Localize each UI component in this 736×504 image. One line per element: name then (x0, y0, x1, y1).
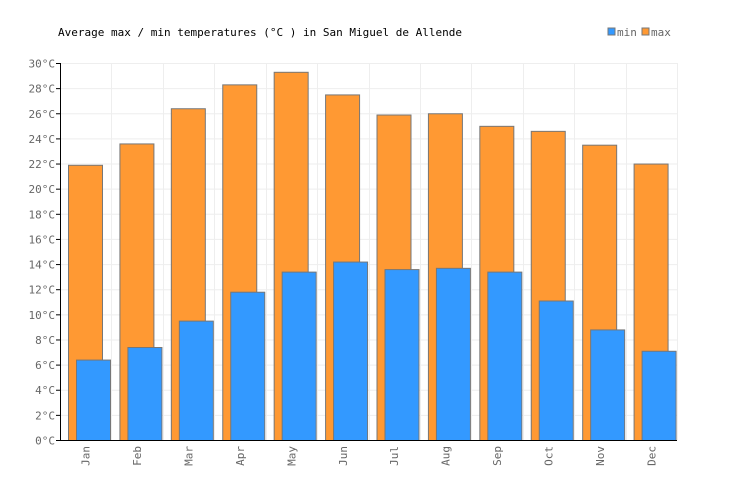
y-tick-label: 10°C (29, 309, 56, 322)
y-tick-label: 26°C (29, 108, 56, 121)
y-tick-label: 6°C (35, 359, 55, 372)
x-tick-label: Sep (491, 446, 504, 466)
legend-swatch-max (641, 27, 650, 36)
bar-min-may (281, 271, 317, 441)
chart-title: Average max / min temperatures (°C ) in … (58, 26, 462, 39)
y-tick-label: 16°C (29, 233, 56, 246)
y-tick-label: 22°C (29, 158, 56, 171)
x-tick-label: Dec (645, 446, 658, 466)
bar-min-feb (127, 347, 163, 441)
y-tick-label: 0°C (35, 435, 55, 448)
y-tick-label: 4°C (35, 384, 55, 397)
bar-min-mar (178, 320, 214, 441)
x-tick-label: Mar (183, 446, 196, 466)
bars (68, 71, 677, 442)
bar-min-jan (76, 359, 111, 441)
axes: 0°C 2°C 4°C 6°C 8°C 10°C 12°C 14°C 16°C 18°C 20°C 2… (29, 58, 677, 466)
x-tick-label: Jul (388, 446, 401, 466)
bar-min-sep (487, 271, 523, 441)
x-tick-label: Jun (337, 446, 350, 466)
grid (60, 63, 678, 441)
x-tick-label: Nov (594, 446, 607, 466)
legend-swatch-min (607, 27, 616, 36)
y-tick-label: 28°C (29, 83, 56, 96)
bar-min-oct (538, 300, 574, 442)
y-tick-label: 2°C (35, 409, 55, 422)
bar-min-apr (230, 291, 266, 442)
bar-min-dec (641, 350, 677, 442)
bar-min-jul (384, 269, 420, 441)
legend-label-min: min (617, 26, 637, 39)
y-tick-label: 20°C (29, 183, 56, 196)
legend: min max (607, 26, 671, 39)
x-tick-label: May (285, 446, 298, 466)
legend-label-max: max (651, 26, 671, 39)
y-tick-label: 30°C (29, 58, 56, 71)
x-tick-label: Jan (80, 446, 93, 466)
bar-min-aug (435, 267, 471, 441)
y-tick-label: 8°C (35, 334, 55, 347)
x-tick-label: Oct (542, 446, 555, 466)
y-tick-label: 14°C (29, 259, 56, 272)
x-tick-label: Apr (234, 446, 247, 466)
bar-min-nov (590, 329, 626, 441)
y-tick-label: 12°C (29, 284, 56, 297)
x-tick-label: Feb (131, 446, 144, 466)
y-tick-label: 18°C (29, 208, 56, 221)
bar-min-jun (333, 261, 369, 442)
y-tick-label: 24°C (29, 133, 56, 146)
x-tick-label: Aug (440, 446, 453, 466)
